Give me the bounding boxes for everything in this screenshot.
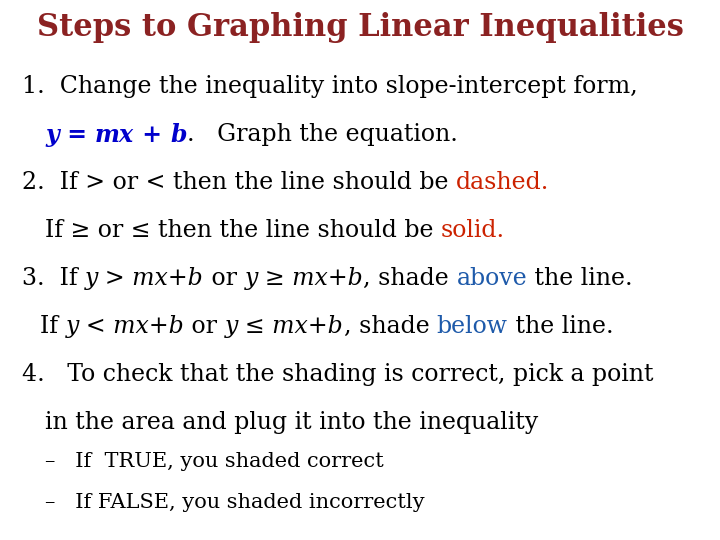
Text: the line.: the line. bbox=[508, 315, 613, 338]
Text: y > mx+b: y > mx+b bbox=[85, 267, 204, 290]
Text: 3.  If: 3. If bbox=[22, 267, 85, 290]
Text: If ≥ or ≤ then the line should be: If ≥ or ≤ then the line should be bbox=[45, 219, 441, 242]
Text: or: or bbox=[184, 315, 225, 338]
Text: b: b bbox=[171, 123, 187, 147]
Text: y < mx+b: y < mx+b bbox=[66, 315, 184, 338]
Text: below: below bbox=[437, 315, 508, 338]
Text: –   If FALSE, you shaded incorrectly: – If FALSE, you shaded incorrectly bbox=[45, 493, 425, 512]
Text: 2.  If > or < then the line should be: 2. If > or < then the line should be bbox=[22, 171, 456, 194]
Text: y ≤ mx+b: y ≤ mx+b bbox=[225, 315, 343, 338]
Text: the line.: the line. bbox=[527, 267, 633, 290]
Text: dashed.: dashed. bbox=[456, 171, 549, 194]
Text: or: or bbox=[204, 267, 244, 290]
Text: in the area and plug it into the inequality: in the area and plug it into the inequal… bbox=[45, 411, 539, 434]
Text: , shade: , shade bbox=[343, 315, 437, 338]
Text: 1.  Change the inequality into slope-intercept form,: 1. Change the inequality into slope-inte… bbox=[22, 75, 638, 98]
Text: mx: mx bbox=[95, 123, 134, 147]
Text: –   If  TRUE, you shaded correct: – If TRUE, you shaded correct bbox=[45, 452, 384, 471]
Text: solid.: solid. bbox=[441, 219, 505, 242]
Text: If: If bbox=[40, 315, 66, 338]
Text: , shade: , shade bbox=[363, 267, 456, 290]
Text: above: above bbox=[456, 267, 527, 290]
Text: +: + bbox=[134, 123, 171, 147]
Text: y ≥ mx+b: y ≥ mx+b bbox=[244, 267, 363, 290]
Text: y: y bbox=[45, 123, 59, 147]
Text: .   Graph the equation.: . Graph the equation. bbox=[187, 123, 458, 146]
Text: 4.   To check that the shading is correct, pick a point: 4. To check that the shading is correct,… bbox=[22, 363, 654, 386]
Text: =: = bbox=[59, 123, 95, 147]
Text: Steps to Graphing Linear Inequalities: Steps to Graphing Linear Inequalities bbox=[37, 12, 683, 43]
